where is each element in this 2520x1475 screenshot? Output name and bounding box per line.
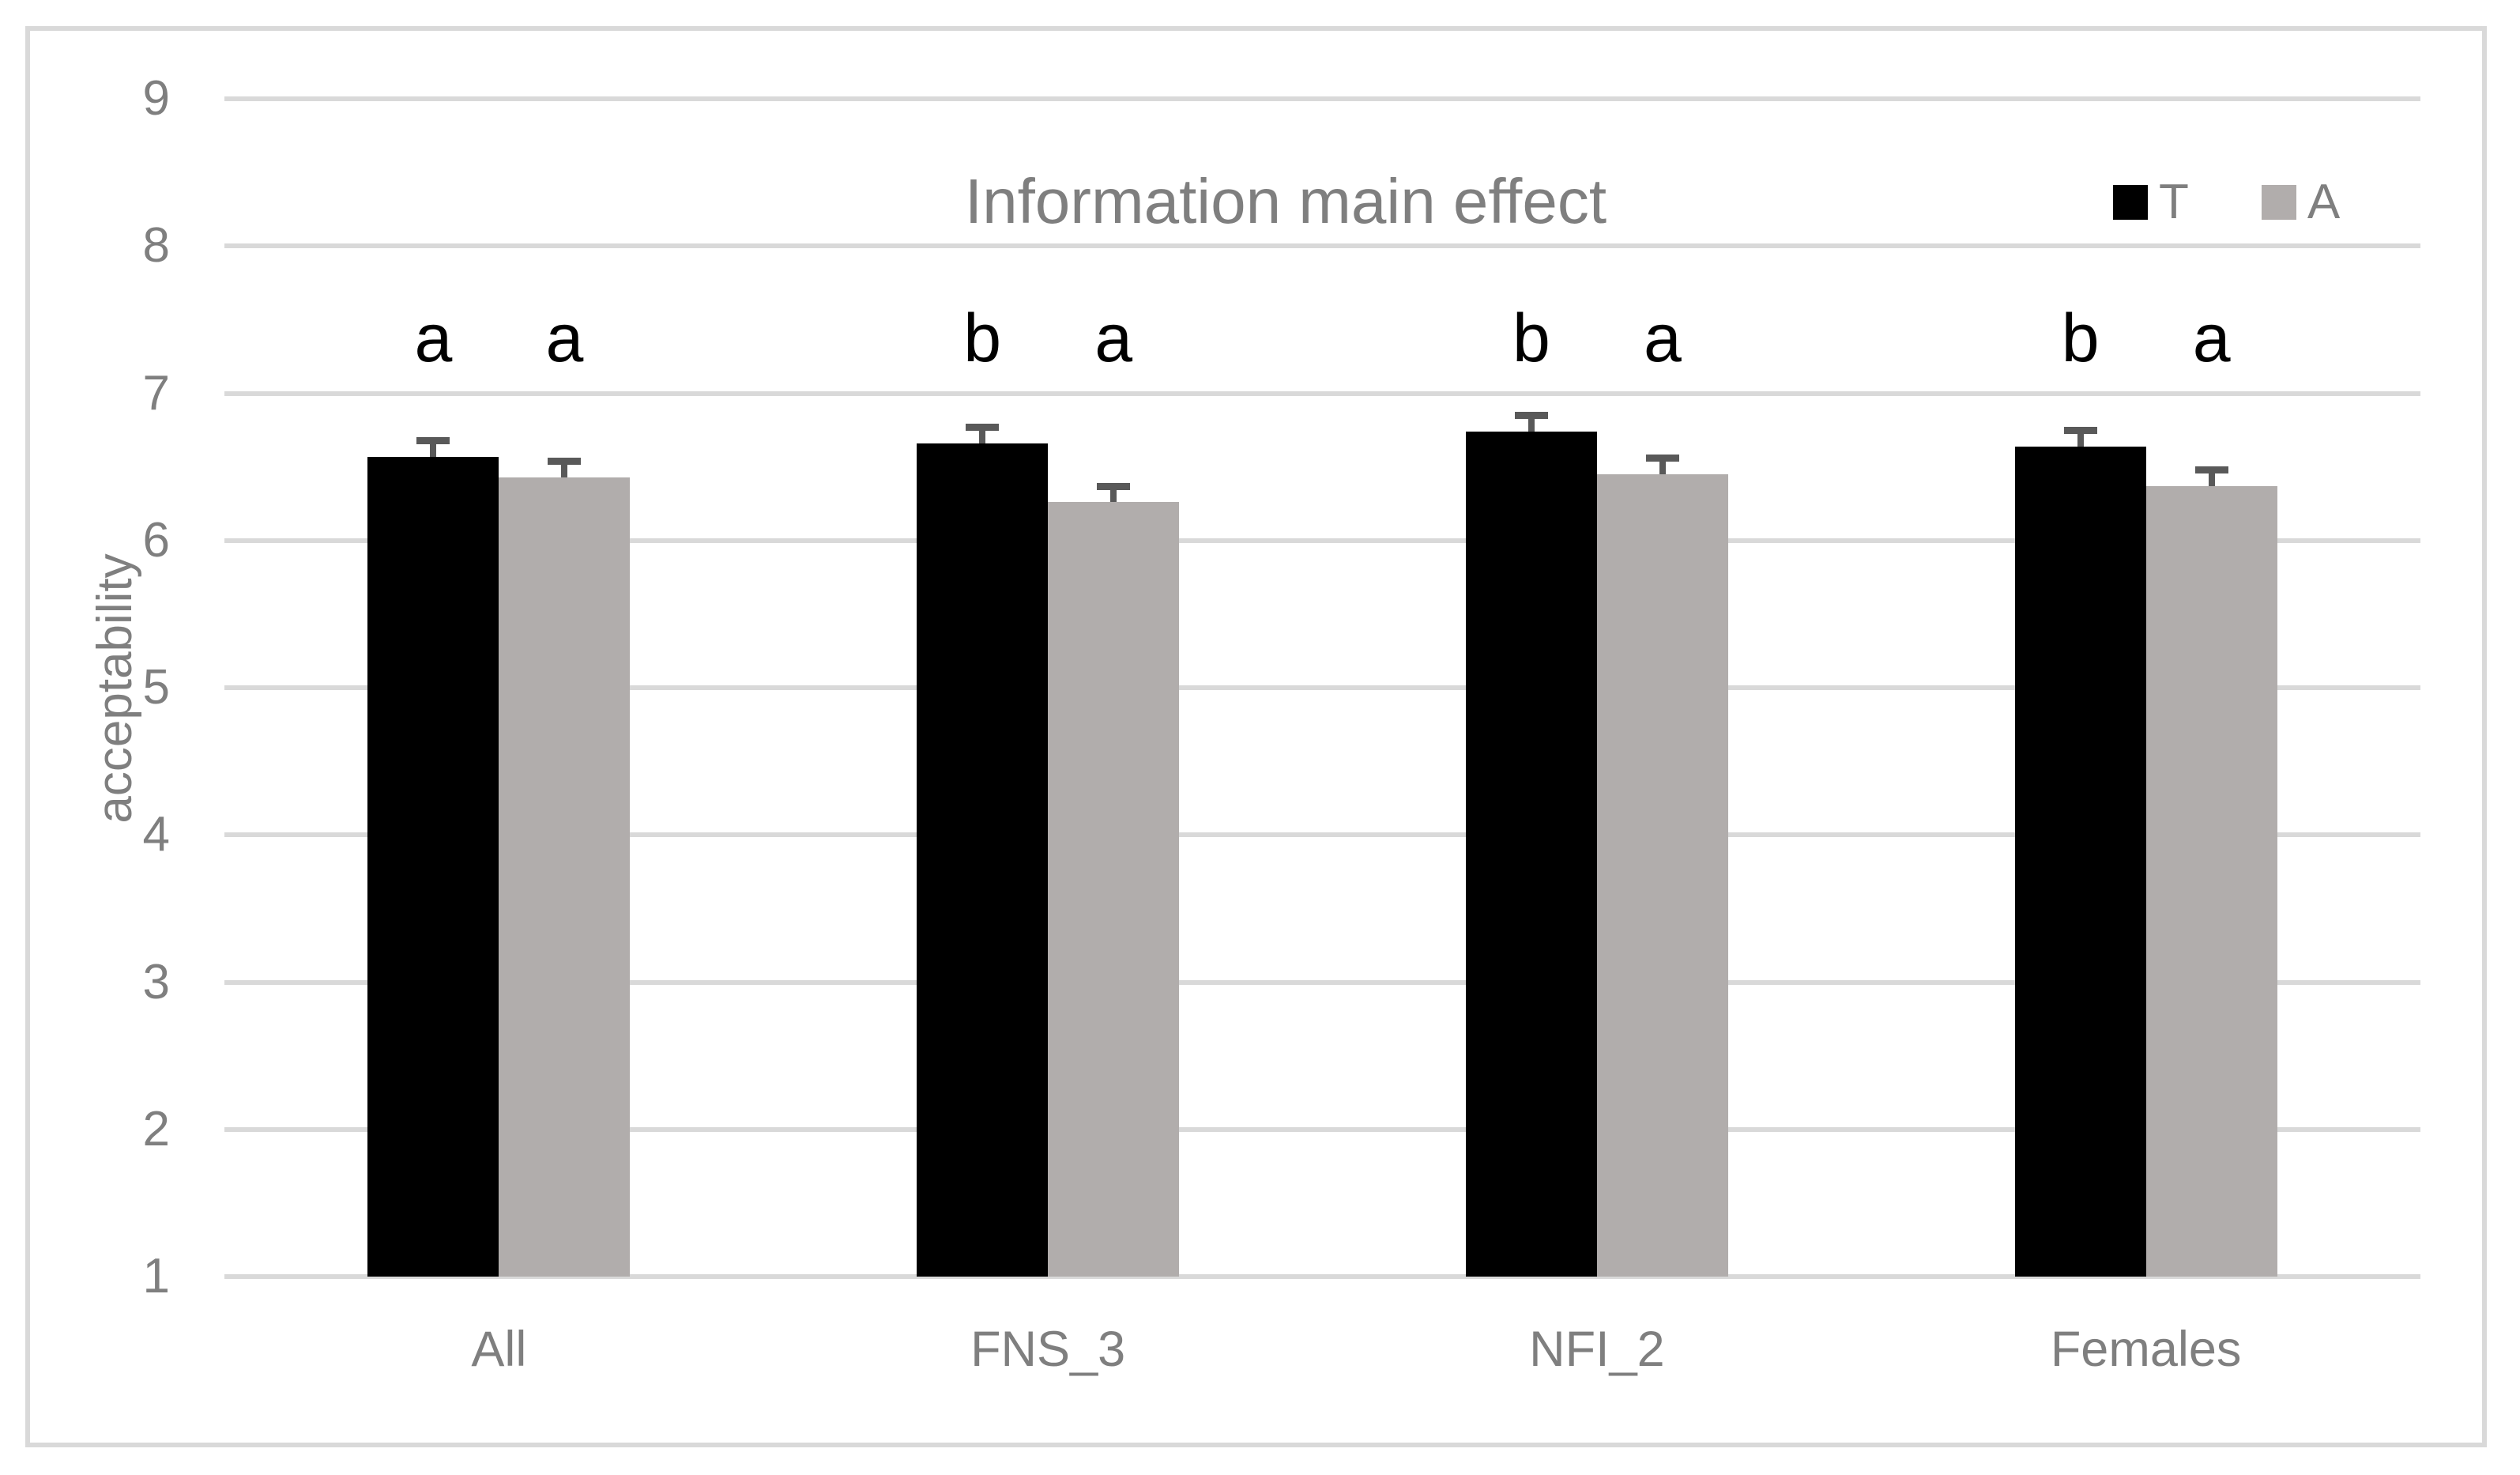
sig-letter-T-FNS_3: b [963,300,1002,376]
error-bar-cap-A-All [548,458,582,466]
error-bar-cap-T-All [416,437,450,445]
bar-A-Females [2145,485,2277,1277]
y-tick-label-1: 1 [142,1249,170,1303]
legend-item-A: A [2261,175,2341,229]
legend-item-T: T [2113,178,2189,227]
error-bar-whisker-A-FNS_3 [1110,485,1117,503]
bar-A-All [499,477,631,1277]
sig-letter-T-NFI_2: b [1512,300,1550,376]
legend-swatch-A [2261,185,2296,220]
gridline-y3 [224,979,2420,985]
error-bar-cap-A-Females [2194,466,2228,474]
gridline-y4 [224,832,2420,838]
error-bar-cap-A-FNS_3 [1097,482,1131,490]
sig-letter-A-NFI_2: a [1643,300,1682,376]
gridline-y2 [224,1126,2420,1132]
bar-A-FNS_3 [1048,502,1180,1277]
x-tick-label-All: All [471,1322,527,1377]
y-tick-label-2: 2 [142,1101,170,1156]
error-bar-whisker-T-All [430,440,437,457]
bar-T-NFI_2 [1465,431,1597,1277]
gridline-y1 [224,1274,2420,1279]
error-bar-whisker-T-Females [2077,430,2084,447]
sig-letter-A-FNS_3: a [1094,300,1133,376]
y-tick-label-5: 5 [142,660,170,715]
sig-letter-T-Females: b [2061,300,2100,376]
error-bar-cap-A-NFI_2 [1645,455,1679,462]
error-bar-cap-T-Females [2063,427,2097,435]
error-bar-cap-T-NFI_2 [1514,412,1548,420]
bar-A-NFI_2 [1596,473,1728,1277]
x-tick-label-FNS_3: FNS_3 [970,1322,1126,1377]
gridline-y7 [224,390,2420,396]
y-tick-label-9: 9 [142,71,170,126]
y-tick-label-7: 7 [142,365,170,421]
gridline-y9 [224,96,2420,101]
error-bar-whisker-T-NFI_2 [1527,415,1535,432]
legend-label-A: A [2307,175,2341,229]
bar-T-FNS_3 [917,443,1049,1277]
error-bar-whisker-A-NFI_2 [1659,458,1666,474]
sig-letter-A-All: a [545,300,584,376]
bar-T-All [367,456,499,1277]
y-tick-label-3: 3 [142,954,170,1009]
y-tick-label-4: 4 [142,807,170,862]
chart-title: Information main effect [964,166,1607,236]
y-tick-label-6: 6 [142,512,170,568]
error-bar-whisker-A-All [561,461,568,477]
error-bar-whisker-T-FNS_3 [979,427,986,443]
bar-T-Females [2014,446,2146,1277]
legend-label-T: T [2159,175,2189,229]
gridline-y5 [224,685,2420,690]
gridline-y8 [224,243,2420,249]
x-tick-label-Females: Females [2050,1322,2242,1377]
x-tick-label-NFI_2: NFI_2 [1529,1322,1665,1377]
y-tick-label-8: 8 [142,218,170,273]
gridline-y6 [224,538,2420,543]
legend-swatch-T [2113,185,2148,220]
sig-letter-T-All: a [414,300,453,376]
sig-letter-A-Females: a [2192,300,2231,376]
error-bar-cap-T-FNS_3 [966,424,1000,432]
error-bar-whisker-A-Females [2208,470,2215,486]
